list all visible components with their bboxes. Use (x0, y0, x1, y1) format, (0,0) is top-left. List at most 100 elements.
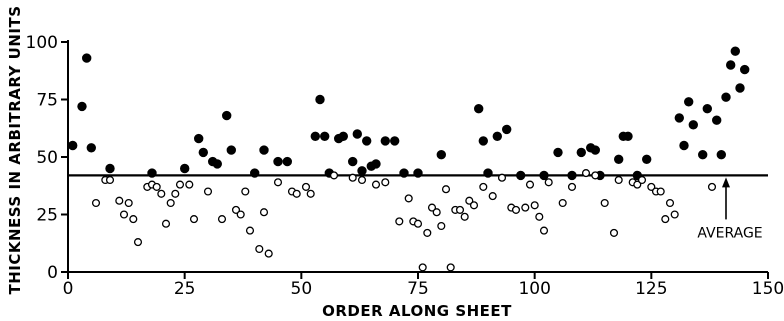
filled-data-point (399, 168, 409, 178)
open-data-point (292, 189, 301, 198)
open-data-point (665, 198, 675, 208)
open-data-point (637, 175, 647, 185)
filled-data-point (721, 92, 731, 102)
average-line-group: AVERAGE (68, 174, 768, 241)
open-data-point (600, 198, 609, 208)
filled-data-point (222, 110, 232, 121)
open-data-point (348, 173, 357, 182)
filled-data-point (310, 131, 320, 142)
filled-data-point (315, 94, 325, 105)
y-axis-title: THICKNESS IN ARBITRARY UNITS (6, 5, 24, 294)
filled-data-point (740, 64, 750, 75)
filled-data-point (478, 136, 488, 146)
filled-data-point (590, 145, 600, 155)
open-data-point (441, 185, 451, 194)
open-data-point (661, 215, 670, 224)
open-data-point (525, 180, 535, 189)
open-data-point (670, 210, 679, 219)
filled-data-point (320, 131, 330, 142)
open-data-point (479, 182, 488, 191)
filled-data-point (716, 150, 726, 160)
open-data-point (567, 182, 577, 191)
filled-data-point (614, 154, 624, 165)
open-data-point (91, 198, 101, 208)
y-tick-label: 75 (36, 91, 58, 111)
x-tick-label: 125 (635, 279, 667, 299)
filled-data-point (282, 156, 292, 167)
open-data-point (395, 217, 404, 226)
x-axis-title: ORDER ALONG SHEET (322, 302, 512, 320)
filled-data-point (502, 124, 512, 135)
filled-data-point (147, 168, 157, 178)
filled-data-point (212, 159, 223, 169)
open-data-point (119, 210, 129, 219)
open-data-point (511, 205, 521, 214)
open-data-point (656, 187, 665, 196)
open-data-point (446, 263, 455, 272)
filled-data-point (357, 166, 367, 176)
axes (61, 40, 769, 279)
filled-data-point (68, 140, 78, 151)
open-data-point (255, 244, 264, 254)
filled-data-point (380, 136, 390, 146)
filled-data-point (259, 145, 269, 155)
open-data-point (432, 208, 441, 217)
filled-data-point (553, 147, 563, 158)
filled-data-point (362, 136, 372, 146)
open-data-point (115, 196, 124, 205)
filled-data-point (194, 133, 204, 144)
filled-data-point (702, 104, 712, 114)
open-data-point (427, 203, 437, 212)
filled-data-point (576, 147, 586, 158)
filled-data-point (436, 150, 446, 160)
open-data-point (273, 178, 283, 187)
filled-data-point (82, 53, 92, 63)
open-data-point (581, 169, 591, 178)
x-tick-label: 75 (407, 279, 429, 299)
filled-data-point (338, 131, 348, 142)
y-tick-label: 100 (26, 33, 58, 53)
filled-data-point (735, 83, 745, 93)
open-data-point (465, 196, 474, 205)
filled-data-point (567, 170, 577, 181)
open-data-point (175, 180, 185, 189)
open-data-point (404, 194, 413, 203)
x-tick-label: 100 (518, 279, 550, 299)
filled-data-point (273, 156, 283, 167)
open-data-point (161, 219, 171, 228)
open-data-point (245, 226, 255, 235)
filled-data-point (674, 113, 684, 123)
open-data-point (437, 221, 446, 231)
filled-data-point (623, 131, 633, 142)
open-data-point (189, 215, 199, 224)
filled-data-point (684, 97, 694, 107)
open-data-point (633, 180, 642, 189)
open-data-point (301, 182, 311, 191)
open-data-point (236, 210, 245, 219)
open-data-point (707, 182, 717, 191)
open-data-point (497, 173, 507, 182)
filled-data-point (539, 170, 549, 181)
average-arrow-head (722, 177, 730, 188)
open-data-point (418, 263, 427, 272)
x-tick-label: 25 (174, 279, 196, 299)
open-data-point (105, 175, 115, 185)
filled-data-point (726, 60, 736, 70)
open-data-point (133, 238, 143, 247)
filled-data-point (105, 163, 115, 174)
open-data-point (558, 198, 567, 208)
open-data-point (530, 201, 539, 210)
x-tick-label: 50 (291, 279, 313, 299)
y-tick-label: 0 (47, 263, 58, 283)
open-data-point (591, 171, 600, 180)
open-data-point (241, 187, 250, 196)
filled-data-point (516, 170, 526, 181)
open-data-point (124, 198, 133, 208)
filled-data-point (250, 168, 260, 178)
filled-data-point (198, 147, 209, 158)
filled-data-point (226, 145, 237, 155)
x-tick-label: 150 (752, 279, 784, 299)
data-points (68, 46, 750, 272)
filled-data-point (413, 168, 423, 178)
